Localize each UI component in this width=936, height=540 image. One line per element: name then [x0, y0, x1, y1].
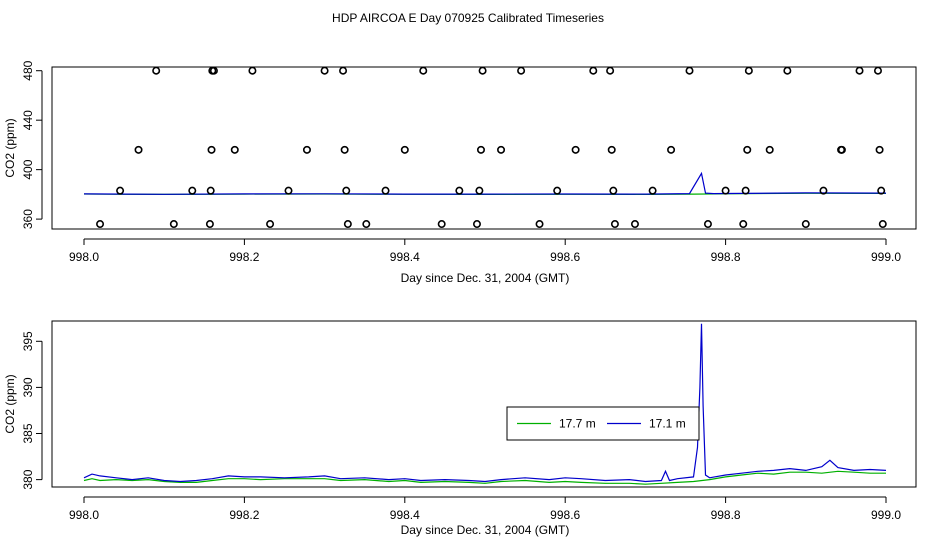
y-tick-label: 400 [21, 159, 35, 179]
x-tick-label: 998.4 [390, 508, 420, 522]
data-point [703, 220, 712, 229]
data-point [284, 186, 293, 195]
data-point [478, 66, 487, 75]
data-point [381, 186, 390, 195]
data-point [96, 220, 105, 229]
panel-scatter: 998.0 998.2 998.4 998.6 998.8 999.0 Day since … [3, 60, 917, 285]
x-tick-label: 998.2 [229, 508, 259, 522]
data-point [741, 186, 750, 195]
data-point [801, 220, 810, 229]
y-tick-label: 480 [21, 60, 35, 80]
data-point [765, 145, 774, 154]
data-point [207, 145, 216, 154]
data-point [648, 186, 657, 195]
data-point [630, 220, 639, 229]
data-point [152, 66, 161, 75]
data-point [877, 186, 886, 195]
data-point [266, 220, 275, 229]
data-point [743, 145, 752, 154]
y-tick-label: 380 [21, 469, 35, 489]
data-point [476, 145, 485, 154]
data-point [878, 220, 887, 229]
data-point [739, 220, 748, 229]
data-point [606, 66, 615, 75]
x-tick-label: 998.8 [711, 250, 741, 264]
data-point [339, 66, 348, 75]
panel-line: 998.0 998.2 998.4 998.6 998.8 999.0 Day since … [3, 320, 917, 537]
data-point [873, 66, 882, 75]
data-point [302, 145, 311, 154]
y-axis-label: CO2 (ppm) [3, 374, 17, 433]
page-title: HDP AIRCOA E Day 070925 Calibrated Times… [332, 11, 604, 25]
x-axis-label: Day since Dec. 31, 2004 (GMT) [401, 523, 570, 537]
data-point [205, 220, 214, 229]
y-tick-label: 390 [21, 377, 35, 397]
data-point [609, 186, 618, 195]
x-tick-label: 998.4 [390, 250, 420, 264]
data-point [517, 66, 526, 75]
data-point [230, 145, 239, 154]
data-point [206, 186, 215, 195]
data-point [685, 66, 694, 75]
y-tick-label: 440 [21, 110, 35, 130]
data-point [419, 66, 428, 75]
data-point [497, 145, 506, 154]
data-point [455, 186, 464, 195]
y-tick-label: 385 [21, 423, 35, 443]
x-tick-label: 998.6 [550, 508, 580, 522]
series-line-17-1-m [83, 171, 887, 195]
data-point [855, 66, 864, 75]
x-tick-label: 998.6 [550, 250, 580, 264]
y-tick-label: 395 [21, 331, 35, 351]
data-point [320, 66, 329, 75]
data-point [437, 220, 446, 229]
series-line-17-7-m [83, 470, 886, 485]
x-axis-label: Day since Dec. 31, 2004 (GMT) [401, 271, 570, 285]
data-point [209, 66, 218, 75]
data-point [475, 186, 484, 195]
x-tick-label: 998.0 [69, 250, 99, 264]
data-point [783, 66, 792, 75]
data-point [116, 186, 125, 195]
data-point [553, 186, 562, 195]
series-line-17-1-m [83, 323, 887, 483]
y-tick-label: 360 [21, 209, 35, 229]
y-axis-label: CO2 (ppm) [3, 118, 17, 177]
data-point [400, 145, 409, 154]
data-point [819, 186, 828, 195]
data-point [134, 145, 143, 154]
data-point [248, 66, 257, 75]
data-point [571, 145, 580, 154]
x-tick-label: 999.0 [871, 250, 901, 264]
data-point [721, 186, 730, 195]
data-point [342, 186, 351, 195]
x-tick-label: 998.0 [69, 508, 99, 522]
x-tick-label: 999.0 [871, 508, 901, 522]
legend-label: 17.1 m [649, 417, 686, 431]
data-point [188, 186, 197, 195]
data-point [610, 220, 619, 229]
data-point [362, 220, 371, 229]
data-point [744, 66, 753, 75]
data-point [169, 220, 178, 229]
data-point [837, 145, 846, 154]
data-point [589, 66, 598, 75]
data-point [607, 145, 616, 154]
x-tick-label: 998.8 [711, 508, 741, 522]
data-point [340, 145, 349, 154]
data-point [535, 220, 544, 229]
legend-label: 17.7 m [559, 417, 596, 431]
data-point [667, 145, 676, 154]
data-point [875, 145, 884, 154]
x-tick-label: 998.2 [229, 250, 259, 264]
data-point [472, 220, 481, 229]
data-point [343, 220, 352, 229]
plot-frame [51, 320, 917, 488]
